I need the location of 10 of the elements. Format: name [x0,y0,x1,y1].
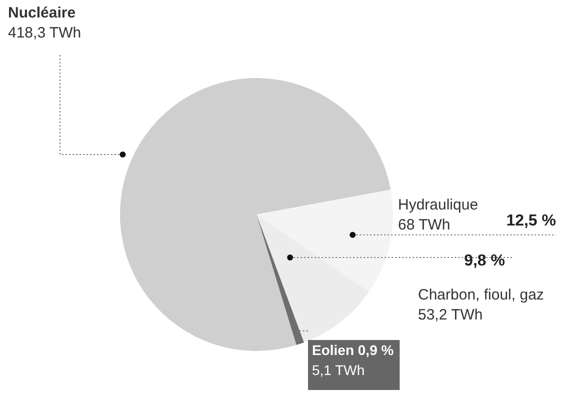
category-label: Eolien 0,9 % [312,342,394,358]
text: 12,5 % [506,212,556,230]
slice-label: Hydraulique [398,196,478,214]
data-label: 53,2 TWh [418,306,483,324]
slice-label: Nucléaire [8,4,76,22]
data-label: 5,1 TWh [312,362,365,378]
text: 9,8 % [464,252,505,270]
data-label: 418,3 TWh [8,24,82,42]
slice-label: Charbon, fioul, gaz [418,286,544,304]
data-label: 68 TWh [398,216,450,234]
